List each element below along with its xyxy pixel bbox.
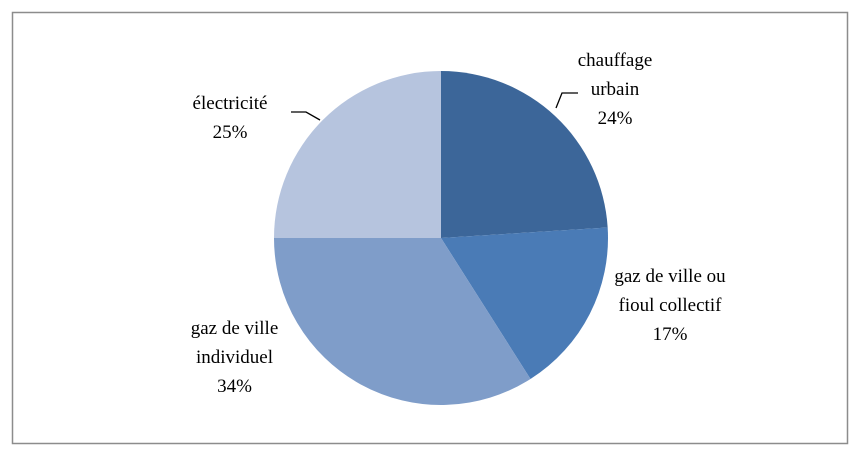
value-label: 17% (652, 324, 688, 345)
pie (274, 71, 608, 406)
category-label: chauffage urbain (577, 50, 653, 100)
leader-line (555, 92, 578, 109)
pie-slice (274, 238, 531, 406)
slice-label: chauffage urbain 24% (565, 46, 665, 133)
category-label: gaz de ville ou fioul collectif (614, 266, 726, 316)
slice-label: gaz de ville ou fioul collectif 17% (612, 262, 728, 349)
value-label: 24% (597, 108, 633, 129)
pie-slice (441, 71, 608, 238)
slice-label: électricité 25% (160, 89, 300, 147)
slice-label: gaz de ville individuel 34% (172, 314, 297, 401)
value-label: 34% (217, 376, 252, 397)
category-label: gaz de ville individuel (190, 318, 279, 368)
value-label: 25% (212, 122, 248, 143)
leader-line (291, 111, 321, 121)
pie-slice (441, 227, 608, 380)
category-label: électricité (192, 93, 268, 114)
pie-slice (274, 71, 441, 238)
